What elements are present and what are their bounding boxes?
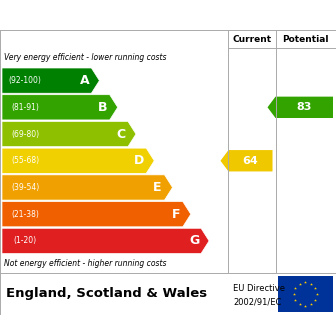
Text: A: A [80,74,89,87]
Text: (92-100): (92-100) [8,76,41,85]
Text: 64: 64 [243,156,258,166]
Text: (55-68): (55-68) [11,156,39,165]
Text: Very energy efficient - lower running costs: Very energy efficient - lower running co… [4,54,167,62]
Text: B: B [98,101,108,114]
Polygon shape [2,121,136,147]
Polygon shape [2,95,118,120]
Text: (1-20): (1-20) [13,236,37,245]
Polygon shape [2,202,191,227]
Polygon shape [2,68,99,93]
Text: (21-38): (21-38) [11,210,39,219]
Polygon shape [267,97,333,118]
Text: G: G [189,234,199,247]
Text: (81-91): (81-91) [11,103,39,112]
Text: England, Scotland & Wales: England, Scotland & Wales [6,288,207,301]
Polygon shape [2,148,154,173]
Text: 83: 83 [297,102,312,112]
Text: F: F [172,208,180,221]
Text: 2002/91/EC: 2002/91/EC [234,297,282,306]
Text: Not energy efficient - higher running costs: Not energy efficient - higher running co… [4,260,167,268]
Text: (39-54): (39-54) [11,183,39,192]
Text: Energy Efficiency Rating: Energy Efficiency Rating [10,8,220,22]
Bar [278,276,333,312]
Text: Current: Current [233,35,271,43]
Polygon shape [220,150,272,171]
Text: D: D [134,154,144,167]
Text: C: C [116,128,126,140]
Text: EU Directive: EU Directive [234,284,286,294]
Text: Potential: Potential [283,35,329,43]
Text: E: E [153,181,162,194]
Polygon shape [2,228,209,254]
Text: (69-80): (69-80) [11,129,39,139]
Polygon shape [2,175,172,200]
